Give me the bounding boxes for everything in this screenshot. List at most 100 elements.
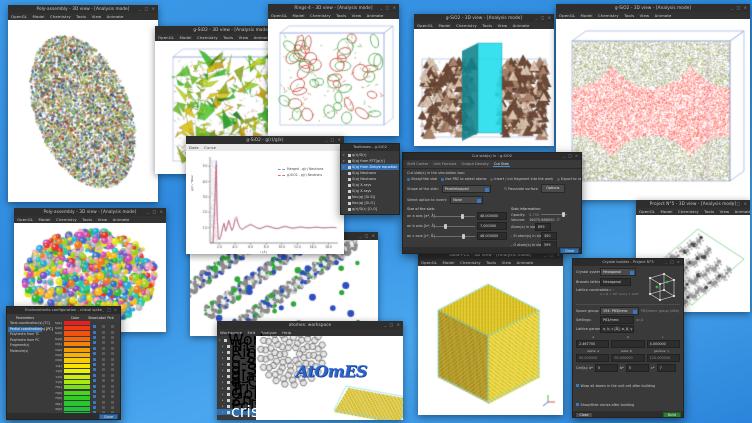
crystal-system-combo[interactable]: Hexagonal — [600, 268, 636, 276]
label-checkbox[interactable] — [99, 383, 108, 402]
window-buttons[interactable]: _ □ × — [325, 137, 342, 142]
titlebar[interactable]: Poly-assembly - 3D view - [Analysis mode… — [8, 5, 158, 13]
gl-canvas-gold[interactable] — [418, 266, 563, 415]
show-checkbox[interactable] — [90, 319, 99, 338]
space-group-combo[interactable]: 194: P63/mmc — [600, 307, 639, 315]
menu-animate[interactable]: Animate — [654, 13, 672, 18]
window-buttons[interactable]: _ □ × — [563, 154, 579, 158]
gl-canvas-rings[interactable] — [268, 19, 399, 136]
environment-row[interactable]: H(2) — [45, 390, 118, 399]
show-checkbox[interactable] — [90, 399, 99, 418]
window-workspace[interactable]: atomes: workspace _ □ × Workspace Edit A… — [217, 321, 403, 420]
color-swatch[interactable] — [64, 320, 90, 325]
radio-show-hide-slab[interactable]: Show/Hide slab — [407, 177, 437, 181]
menu-data[interactable]: Data — [189, 145, 199, 150]
menu-chemistry[interactable]: Chemistry — [196, 35, 218, 40]
dialog-titlebar[interactable]: Cut slab(s) in : g-SiO2 _ □ × — [403, 153, 581, 160]
b-field[interactable] — [611, 340, 645, 348]
field-a[interactable]: 48.000000 — [477, 212, 507, 220]
tab-shift-center[interactable]: Shift Center — [407, 162, 429, 166]
gl-canvas-poly-assembly[interactable] — [8, 20, 158, 202]
sidebar-item-polyhedra-tc[interactable]: Polyhedra from TC — [10, 332, 40, 337]
slider-opacity[interactable] — [541, 212, 568, 217]
menubar-plot[interactable]: Data Curve x= 70.9803884, y= 0.607931 — [186, 137, 344, 151]
field-b[interactable]: 7.000000 — [477, 222, 507, 230]
menu-tools[interactable]: Tools — [82, 217, 93, 222]
menu-opengl[interactable]: OpenGL — [417, 23, 434, 28]
workspace-tree-item[interactable]: ▸cristal spike — [217, 404, 326, 420]
show-checkbox[interactable] — [90, 367, 99, 386]
window-buttons[interactable]: _ □ × — [139, 6, 156, 11]
tree-items[interactable]: ▸Tri-PtNi-Sio▸Rings-4▸c-Sio-So▸g-SiO2▸g-… — [217, 338, 345, 420]
cells-a-field[interactable]: 5 — [594, 364, 618, 372]
menu-chemistry[interactable]: Chemistry — [49, 14, 71, 19]
label-checkbox[interactable] — [99, 389, 108, 408]
plot-canvas[interactable]: g(r) / Total r [Å] Merged - g(r) Neutron… — [186, 151, 344, 254]
pick-checkbox[interactable] — [108, 378, 117, 397]
label-checkbox[interactable] — [99, 324, 108, 343]
color-swatch[interactable] — [64, 325, 90, 331]
menu-animate[interactable]: Animate — [253, 35, 271, 40]
label-checkbox[interactable] — [99, 319, 108, 338]
window-buttons[interactable]: _ □ × — [731, 5, 748, 10]
a-field[interactable]: 2.467700 — [576, 340, 610, 348]
color-swatch[interactable] — [64, 347, 90, 352]
label-checkbox[interactable] — [99, 378, 108, 397]
slider-a[interactable] — [433, 213, 475, 219]
menu-model[interactable]: Model — [660, 209, 673, 214]
menubar[interactable]: OpenGL Model Chemistry Tools View Animat… — [155, 34, 308, 41]
sidebar-item-partial-coordination[interactable]: Partial coordination(s) [PC] — [8, 326, 53, 333]
show-checkbox[interactable] — [90, 383, 99, 402]
environment-row[interactable]: O(1) — [45, 342, 118, 350]
tab-output-density[interactable]: Output Density — [461, 162, 489, 166]
color-swatch[interactable] — [64, 374, 90, 379]
dialog-environments-configuration[interactable]: Environments configuration - cristal spi… — [6, 306, 121, 420]
sidebar-item-polyhedra-pc[interactable]: Polyhedra from PC — [10, 337, 40, 342]
window-buttons[interactable]: _ □ × — [147, 209, 164, 214]
label-checkbox[interactable] — [99, 356, 108, 375]
color-swatch[interactable] — [64, 390, 90, 395]
menu-tools[interactable]: Tools — [76, 14, 87, 19]
menu-view[interactable]: View — [351, 13, 362, 18]
pick-checkbox[interactable] — [108, 324, 117, 343]
menu-view[interactable]: View — [501, 260, 512, 265]
menu-view[interactable]: View — [719, 209, 730, 214]
menu-animate[interactable]: Animate — [516, 260, 534, 265]
menu-chemistry[interactable]: Chemistry — [597, 13, 619, 18]
label-checkbox[interactable] — [99, 346, 108, 365]
pick-checkbox[interactable] — [108, 389, 117, 408]
c-field[interactable]: 4.000000 — [646, 340, 680, 348]
color-swatch[interactable] — [64, 385, 90, 390]
environment-row[interactable]: H(3) — [45, 395, 118, 404]
label-checkbox[interactable] — [99, 373, 108, 392]
titlebar[interactable]: atomes: workspace _ □ × — [217, 321, 403, 329]
show-checkbox[interactable] — [90, 389, 99, 408]
menubar[interactable]: OpenGL Model Chemistry Tools View Animat… — [268, 12, 399, 19]
cells-c-field[interactable]: 7 — [656, 364, 676, 372]
menu-edit[interactable]: Edit — [247, 330, 256, 335]
menubar[interactable]: OpenGL Model Chemistry Tools View Animat… — [556, 12, 750, 19]
slider-b[interactable] — [433, 223, 475, 229]
dialog-titlebar[interactable]: Crystal builder - Project N°5 _ □ × — [573, 259, 683, 266]
window-rings[interactable]: Rings-4 - 3D view - [Analysis mode] _ □ … — [268, 4, 399, 136]
label-checkbox[interactable] — [99, 351, 108, 370]
menubar[interactable]: OpenGL Model Chemistry Tools View Animat… — [8, 13, 158, 20]
show-checkbox[interactable] — [90, 346, 99, 365]
menu-tools[interactable]: Tools — [704, 209, 715, 214]
wrap-atoms-check[interactable]: Wrap all atoms in the unit cell after bu… — [576, 384, 655, 388]
label-checkbox[interactable] — [99, 340, 108, 359]
show-checkbox[interactable] — [90, 378, 99, 397]
dialog-titlebar[interactable]: Environments configuration - cristal spi… — [7, 307, 120, 314]
menu-view[interactable]: View — [238, 35, 249, 40]
menu-view[interactable]: View — [91, 14, 102, 19]
pick-checkbox[interactable] — [108, 394, 117, 413]
menu-curve[interactable]: Curve — [204, 145, 216, 150]
window-gold-fcc[interactable]: Gold-FCC - 3D view - [Analysis mode] _ □… — [418, 251, 563, 415]
menu-opengl[interactable]: OpenGL — [11, 14, 28, 19]
menu-view[interactable]: View — [97, 217, 108, 222]
titlebar[interactable]: g-SiO2 - 3D view - [Analysis mode] _ □ × — [414, 14, 554, 22]
color-swatch[interactable] — [64, 396, 90, 401]
titlebar[interactable]: Poly-assembly - 3D view - [Analysis mode… — [14, 208, 166, 216]
menu-model[interactable]: Model — [38, 217, 51, 222]
curve-tree-item[interactable]: ▾ g(r)/G(r) — [341, 152, 399, 158]
